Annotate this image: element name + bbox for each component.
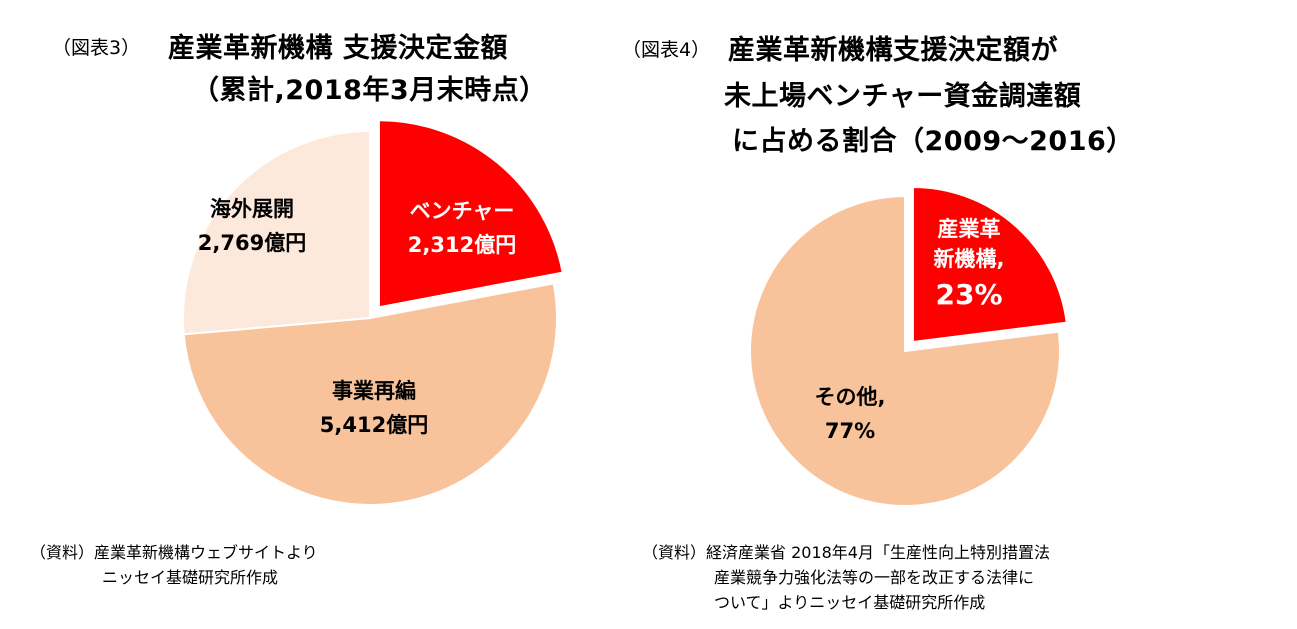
right-title-line-1: 産業革新機構支援決定額が (728, 35, 1058, 66)
slice-label-0-name-0: ベンチャー (410, 199, 515, 223)
slice-label-1-value: 77% (825, 419, 875, 443)
right-title-line-3: に占める割合（2009～2016） (732, 126, 1134, 157)
left-source-line-2: ニッセイ基礎研究所作成 (102, 568, 279, 587)
left-title-line-1: 産業革新機構 支援決定金額 (168, 33, 508, 64)
slice-label-0-value: 23% (935, 278, 1002, 311)
slice-label-1-name-0: 事業再編 (332, 379, 416, 403)
pie-slice-0 (911, 185, 1068, 344)
left-pie-slices (182, 119, 564, 506)
right-figure-number: （図表4） (622, 39, 711, 61)
slice-label-2-value: 2,769億円 (198, 231, 306, 255)
left-source-line-1: （資料）産業革新機構ウェブサイトより (30, 543, 318, 562)
pie-slice-1 (182, 282, 558, 506)
slice-label-0-name-1: 新機構, (934, 247, 1005, 271)
slice-label-2-name-0: 海外展開 (210, 197, 294, 221)
right-source-line-1: （資料）経済産業省 2018年4月「生産性向上特別措置法 (642, 543, 1050, 562)
slice-label-0-value: 2,312億円 (408, 233, 516, 257)
slice-label-1-name-0: その他, (815, 385, 886, 409)
right-pie-slices (749, 185, 1068, 507)
right-pie-chart: 産業革新機構, 23% その他, 77% (749, 185, 1068, 507)
pie-slice-2 (182, 129, 371, 336)
pie-slice-1 (749, 194, 1061, 507)
slice-label-1-value: 5,412億円 (320, 413, 428, 437)
right-source-line-3: ついて」よりニッセイ基礎研究所作成 (714, 593, 986, 612)
slice-label-0-name-0: 産業革 (938, 217, 1001, 241)
pie-slice-0 (377, 119, 564, 309)
right-title-line-2: 未上場ベンチャー資金調達額 (724, 81, 1082, 112)
left-title-line-2: （累計,2018年3月末時点） (192, 75, 547, 106)
right-pie-labels: 産業革新機構, 23% その他, 77% (815, 217, 1005, 443)
left-figure-number: （図表3） (52, 37, 141, 59)
right-source-line-2: 産業競争力強化法等の一部を改正する法律に (714, 568, 1035, 587)
